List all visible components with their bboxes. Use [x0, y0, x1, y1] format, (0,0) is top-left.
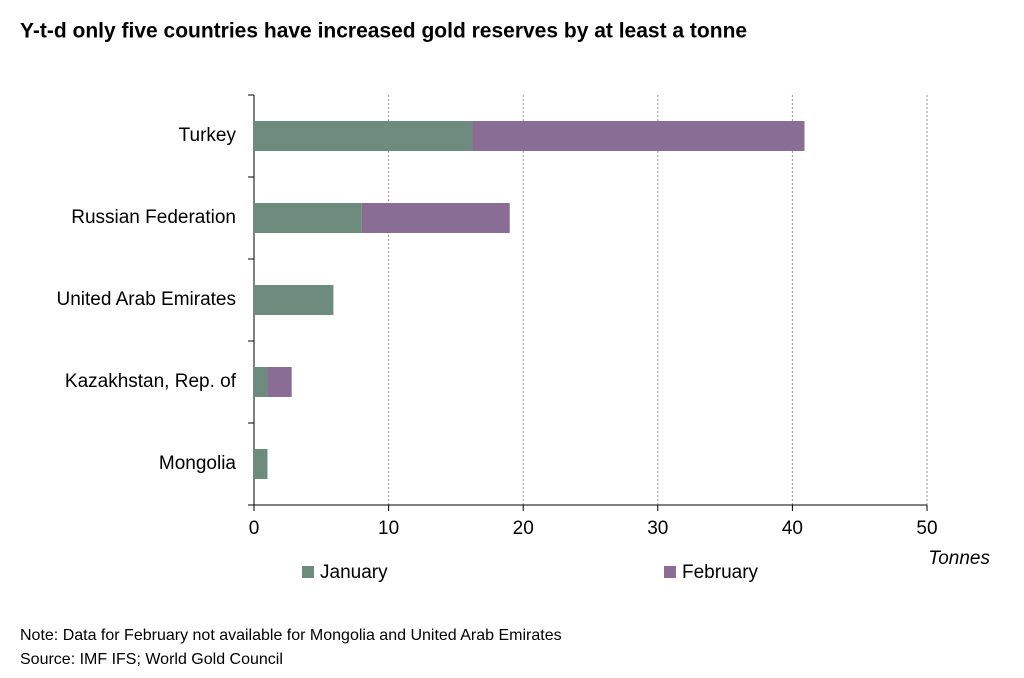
y-tick-label: United Arab Emirates [56, 289, 236, 310]
legend-swatch [664, 566, 676, 578]
x-tick-label: 0 [249, 518, 260, 539]
note: Note: Data for February not available fo… [20, 627, 562, 644]
bar-segment [254, 285, 334, 315]
bar-segment [254, 367, 268, 397]
legend-label: January [320, 562, 388, 583]
bar-segment [254, 449, 268, 479]
legend-label: February [682, 562, 759, 583]
bar-segment [254, 203, 362, 233]
bar-segment [267, 367, 292, 397]
x-tick-label: 30 [647, 518, 668, 539]
y-tick-label: Turkey [179, 125, 237, 146]
y-tick-label: Mongolia [159, 453, 237, 474]
bar-segment [472, 121, 805, 151]
y-tick-label: Russian Federation [71, 207, 236, 228]
y-tick-label: Kazakhstan, Rep. of [65, 371, 237, 392]
x-tick-label: 20 [513, 518, 534, 539]
x-tick-label: 10 [378, 518, 399, 539]
bar-segment [254, 121, 473, 151]
bar-segment [361, 203, 510, 233]
x-tick-label: 40 [782, 518, 803, 539]
source: Source: IMF IFS; World Gold Council [20, 651, 283, 668]
chart-title: Y-t-d only five countries have increased… [20, 20, 747, 43]
x-axis-label: Tonnes [928, 548, 990, 569]
legend-swatch [302, 566, 314, 578]
x-tick-label: 50 [916, 518, 937, 539]
